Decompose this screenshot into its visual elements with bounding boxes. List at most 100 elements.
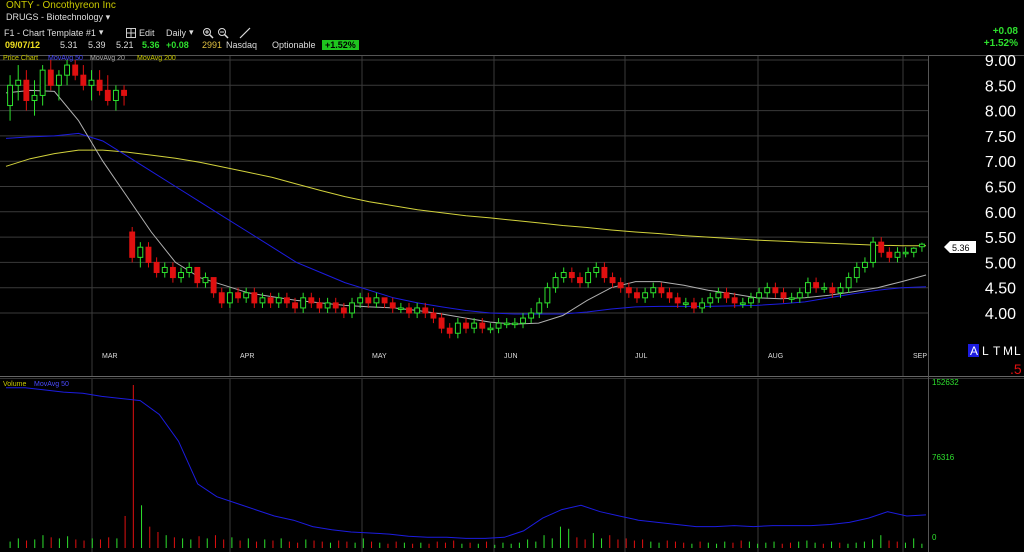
candle-up [870,241,877,263]
volume-moving-average [6,387,927,539]
candle-down [72,64,79,76]
symbol-title[interactable]: ONTY - Oncothyreon Inc [6,0,116,11]
candle-up [471,322,478,329]
y-tick-label: 6.00 [985,205,1016,222]
scale-t-button[interactable]: T [993,344,1001,358]
y-tick-label: 9.00 [985,53,1016,70]
month-axis: MAR APR MAY JUN JUL AUG SEP [102,353,927,360]
candle-down [568,272,575,279]
candle-up [642,292,649,299]
zoom-out-icon[interactable] [217,27,229,39]
candle-up [585,272,592,284]
volume-tick-label: 0 [932,533,937,542]
zoom-in-icon[interactable] [202,27,214,39]
candle-up [31,94,38,101]
candle-up [715,292,722,299]
candle-up [88,79,95,86]
month-label: JUL [635,353,648,360]
template-dropdown[interactable]: F1 - Chart Template #1 ▾ [4,26,103,39]
candle-up [821,287,828,290]
candle-down [813,282,820,289]
candle-down [283,297,290,304]
candle-down [218,292,225,304]
candle-down [463,322,469,329]
scale-l-button[interactable]: L [1014,344,1021,358]
edit-button[interactable]: Edit [126,26,155,39]
y-tick-label: 5.00 [985,255,1016,272]
chevron-down-icon: ▾ [189,27,194,37]
scale-m-button[interactable]: M [1003,344,1013,358]
sector-dropdown[interactable]: DRUGS - Biotechnology ▾ [6,12,110,23]
candle-down [577,277,583,284]
candle-down [422,307,429,314]
candle-down [406,307,412,314]
quote-pct-wrap: +1.52% [322,40,359,50]
month-label: AUG [768,353,783,360]
quote-open: 5.31 [60,40,78,50]
candle-down [365,297,372,304]
candle-down [389,302,396,309]
zoom-tools [202,26,251,39]
candle-up [324,302,331,309]
candle-down [235,292,241,299]
ma50-line [5,132,927,315]
candle-up [186,266,193,274]
candle-down [332,302,339,309]
candle-down [674,297,681,304]
candle-up [39,69,46,96]
month-label: SEP [913,353,927,360]
edit-label: Edit [139,27,155,38]
candle-up [161,266,168,274]
candle-up [503,322,510,326]
candle-up [7,84,14,107]
period-dropdown[interactable]: Daily ▾ [166,26,194,39]
candle-up [560,272,567,279]
quote-close: 5.36 [142,40,160,50]
quote-volume: 2991 [202,40,223,50]
volume-tick-label: 152632 [932,378,959,387]
candle-up [112,89,119,101]
y-tick-label: 7.00 [985,154,1016,171]
candle-down [731,297,738,304]
candle-down [617,282,624,289]
candle-up [788,297,795,300]
candle-up [756,292,763,299]
price-y-axis: 9.00 8.50 8.00 7.50 7.00 6.50 6.00 5.50 5.00 4.50… [985,53,1016,323]
candle-up [357,297,364,304]
candle-up [853,266,860,279]
period-label: Daily [166,27,187,38]
candle-down [772,287,779,294]
candle-down [96,79,103,91]
candle-down [251,292,258,304]
y-tick-label: 4.00 [985,306,1016,323]
scale-log-button[interactable]: L [982,344,989,358]
candle-down [340,307,347,314]
candle-down [829,287,836,294]
candle-up [544,287,551,304]
month-label: MAR [102,353,118,360]
y-tick-label: 5.50 [985,230,1016,247]
scale-a-button[interactable] [968,344,979,357]
price-legend: Price Chart MovAvg 50 MovAvg 20 MovAvg 2… [3,55,176,62]
volume-bars [9,385,923,548]
candle-down [658,287,665,294]
candle-down [153,261,160,274]
candle-down [169,266,176,279]
pct-change-badge: +1.52% [322,40,359,50]
draw-line-icon[interactable] [239,27,251,39]
candle-up [593,266,600,274]
candle-down [691,302,697,309]
quote-low: 5.21 [116,40,134,50]
candle-up [300,297,307,309]
scale-a-label: A [970,344,978,358]
candle-up [910,247,917,253]
candle-up [137,246,144,258]
candle-down [430,312,437,319]
legend-vol-ma50: MovAvg 50 [34,381,69,388]
quote-exchange: Nasdaq [226,40,258,50]
y-tick-label: 8.00 [985,104,1016,121]
candle-up [764,287,771,294]
ma200-line [5,149,926,247]
candle-down [446,327,453,334]
